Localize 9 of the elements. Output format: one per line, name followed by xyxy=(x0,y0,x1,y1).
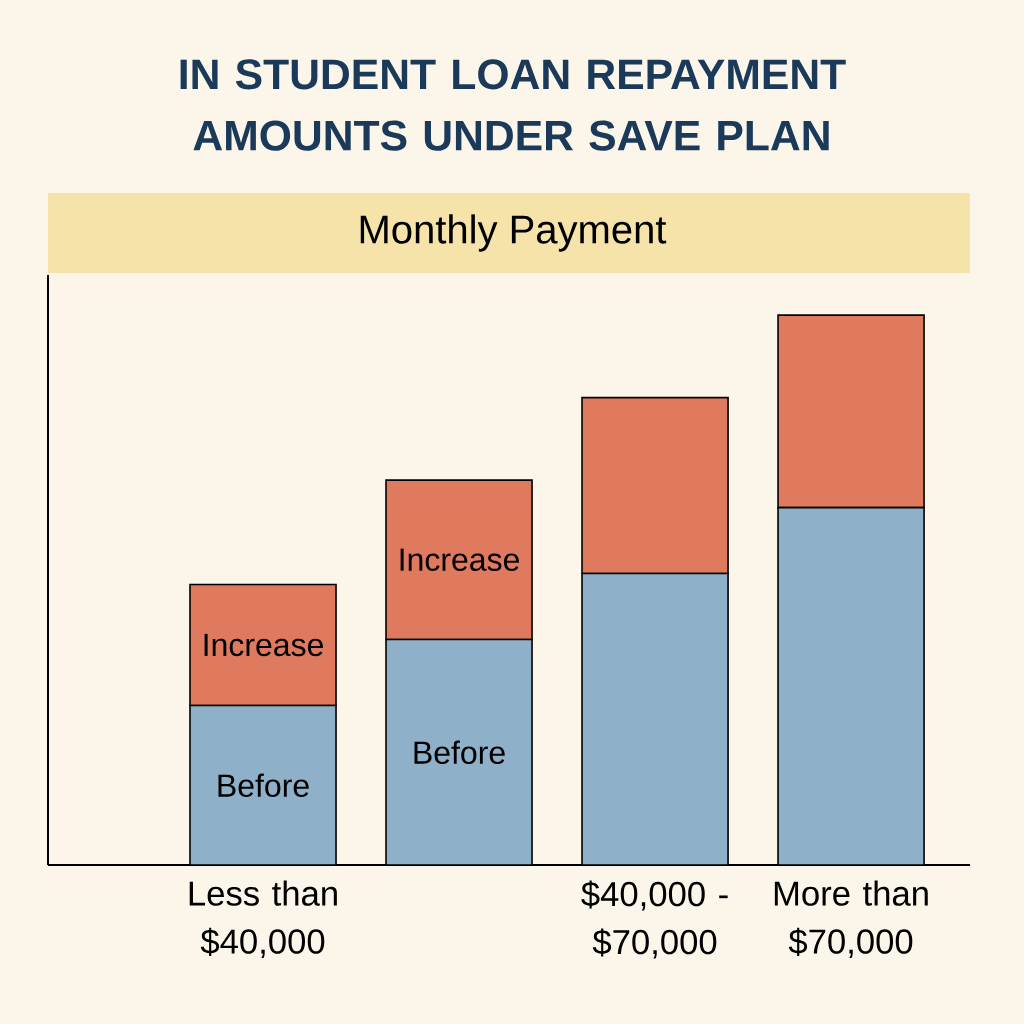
text: Increase xyxy=(204,633,323,657)
series-label: Increase xyxy=(400,548,519,571)
chart-subtitle: Monthly Payment xyxy=(360,214,667,252)
chart-title: IN STUDENT LOAN REPAYMENT AMOUNTS UNDER SAVE PLAN xyxy=(180,59,846,151)
x-tick-label: $40,000 - $70,000 xyxy=(581,880,728,959)
text: Before xyxy=(414,740,505,765)
series-label: Before xyxy=(218,773,309,797)
x-tick-label: Less than $40,000 xyxy=(189,880,337,958)
x-tick-label: More than $70,000 xyxy=(774,880,928,958)
